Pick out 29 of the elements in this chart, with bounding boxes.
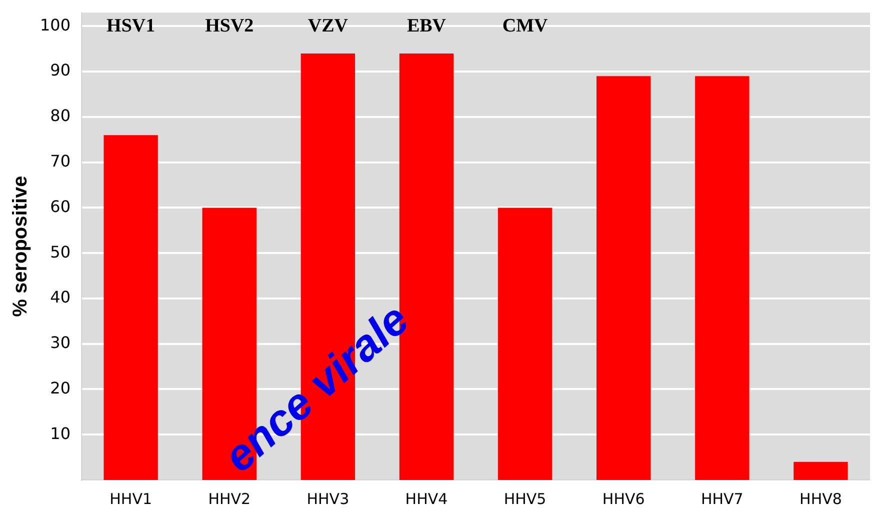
bar <box>596 76 651 480</box>
bar <box>104 135 158 480</box>
y-tick-label: 80 <box>50 106 71 126</box>
annotation: HSV1 <box>106 16 156 37</box>
annotation: HSV2 <box>205 16 254 37</box>
y-tick-label: 30 <box>50 333 71 352</box>
bar <box>695 76 750 480</box>
annotation: CMV <box>502 16 548 37</box>
x-tick-label: HHV5 <box>504 490 546 508</box>
y-tick-label: 60 <box>50 196 71 216</box>
x-tick-label: HHV4 <box>405 490 448 508</box>
y-tick-label: 20 <box>50 378 71 398</box>
x-tick-label: HHV7 <box>700 490 744 508</box>
y-axis-title: % seropositive <box>10 176 32 317</box>
x-tick-label: HHV8 <box>800 490 842 508</box>
bar <box>794 462 848 480</box>
x-tick-label: HHV2 <box>208 490 251 508</box>
y-tick-label: 90 <box>50 60 71 80</box>
y-tick-label: 50 <box>50 242 71 262</box>
annotation: VZV <box>308 16 348 37</box>
y-tick-label: 40 <box>50 288 71 307</box>
x-tick-label: HHV6 <box>602 490 645 508</box>
bar <box>498 208 552 480</box>
y-tick-label: 100 <box>40 15 71 34</box>
x-tick-label: HHV3 <box>306 490 350 508</box>
y-tick-label: 10 <box>50 424 71 443</box>
y-tick-label: 70 <box>50 152 71 171</box>
annotation: EBV <box>406 16 446 37</box>
x-tick-label: HHV1 <box>110 490 152 508</box>
